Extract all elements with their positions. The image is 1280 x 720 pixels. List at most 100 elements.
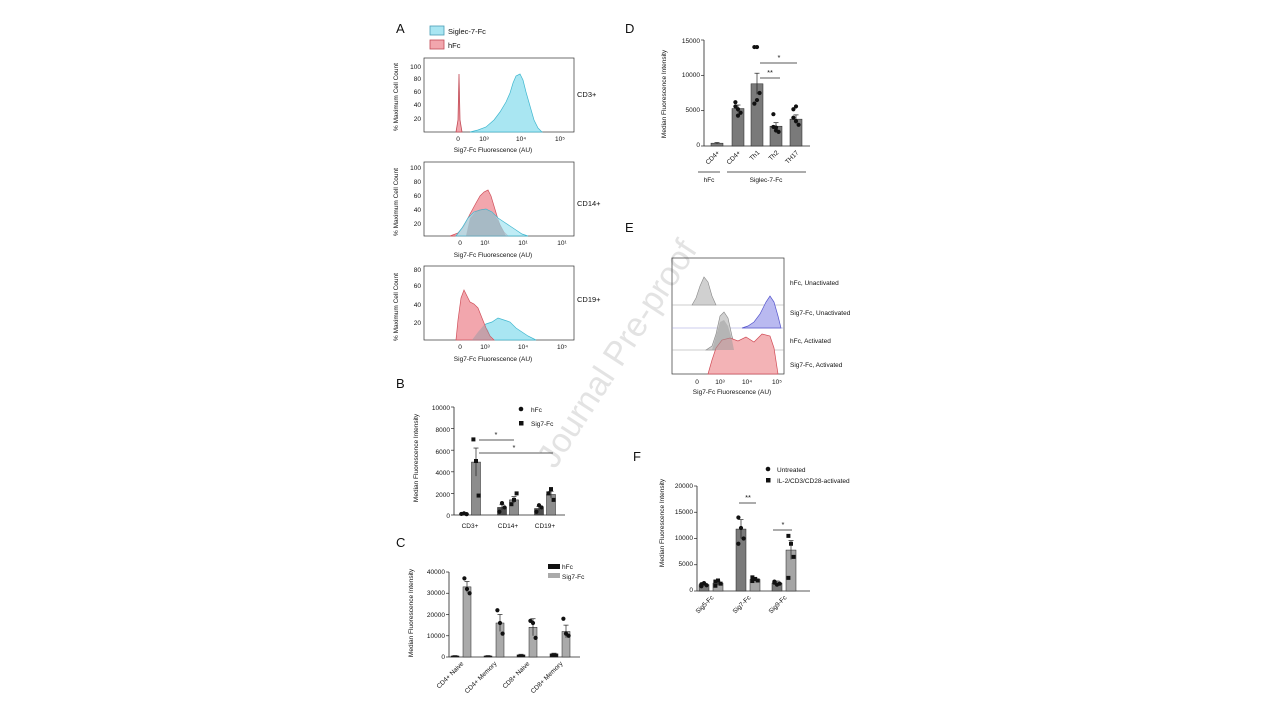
panel-b: B Median Fluorescence Intensity 10000 80… <box>396 376 554 520</box>
ytick: 5000 <box>686 107 701 114</box>
bar-2-point <box>754 97 760 103</box>
panel-f-yticks: 20000 15000 10000 5000 0 <box>675 483 693 594</box>
sig-star-1: * <box>495 430 498 439</box>
track-label-hfc-unactivated: hFc, Unactivated <box>790 280 839 287</box>
x-category-label: CD4+ <box>705 149 722 166</box>
histogram-cd19-xticks: 0 10³ 10⁴ 10⁵ <box>458 344 567 351</box>
bar-untreated-1-point <box>738 525 744 531</box>
xtick: 10⁵ <box>557 344 567 351</box>
bar-activated-2-point <box>791 554 796 559</box>
bar-2-point <box>757 90 762 96</box>
bar-sig7-0-point <box>467 591 472 596</box>
sig-star-1: ** <box>767 68 773 77</box>
x-category-label: CD4+ Naive <box>436 660 466 690</box>
bar-activated-1-point <box>750 579 755 584</box>
bar-sig7-0 <box>462 586 472 658</box>
legend-marker-sig7 <box>519 421 524 426</box>
bar-activated-1-point <box>753 576 757 581</box>
bar-sig7-0-point <box>476 493 481 498</box>
panel-f-label: F <box>633 449 641 464</box>
legend-siglec7-label: Siglec-7-Fc <box>448 27 486 36</box>
ytick: 20 <box>414 116 422 123</box>
bar-sig7-3-point <box>561 616 566 621</box>
legend-swatch-hfc <box>548 564 560 569</box>
ytick: 15000 <box>682 38 700 45</box>
ytick: 60 <box>414 193 422 200</box>
histogram-cd19: 80 60 40 20 0 10³ 10⁴ 10⁵ Sig7-Fc Fluore… <box>393 265 601 363</box>
bar-untreated-1-point <box>741 536 746 541</box>
bar-activated-0-point <box>713 579 718 584</box>
legend-marker-hfc <box>518 406 524 412</box>
group-label-siglec7: Siglec-7-Fc <box>750 177 784 184</box>
ytick: 40 <box>414 302 422 309</box>
bar-sig7-2-point <box>533 635 538 640</box>
bar-sig7-2-point <box>551 497 556 502</box>
sig-star-1: ** <box>745 493 751 502</box>
bar-activated-0-point <box>716 578 720 583</box>
histogram-cd14-xticks: 0 10¹ 10¹ 10¹ <box>458 240 567 247</box>
x-category-label: CD3+ <box>462 523 479 530</box>
bar-sig7-1-point <box>509 502 514 507</box>
bar-sig7-0-point <box>464 586 470 592</box>
histogram-cd3-xticks: 0 10³ 10⁴ 10⁵ <box>456 136 565 143</box>
panel-d-yticks: 15000 10000 5000 0 <box>682 38 700 149</box>
legend-activated-label: IL-2/CD3/CD28-activated <box>777 478 850 485</box>
xtick: 10³ <box>480 344 490 351</box>
panel-e: E hFc, Unactivated Sig7-Fc, Unactivated … <box>625 220 851 396</box>
bar-4-point <box>796 122 801 127</box>
track-label-sig7-activated: Sig7-Fc, Activated <box>790 362 843 369</box>
sig-star-2: * <box>782 520 785 529</box>
panel-f: F Median Fluorescence Intensity 20000 15… <box>633 449 850 594</box>
bar-sig7-0-point <box>462 576 467 581</box>
xtick: 0 <box>695 379 699 386</box>
histogram-cd14-yticks: 100 80 60 40 20 <box>410 165 421 228</box>
ytick: 0 <box>446 513 450 520</box>
bar-hfc-2-point <box>539 505 544 510</box>
histogram-cd3-ylabel: % Maximum Cell Count <box>393 63 400 131</box>
bar-4-point <box>793 119 799 124</box>
legend-swatch-sig7 <box>548 573 560 578</box>
ytick: 20 <box>414 221 422 228</box>
x-category-label: CD14+ <box>498 523 519 530</box>
xtick: 10⁴ <box>516 136 526 143</box>
track-label-hfc-activated: hFc, Activated <box>790 338 831 345</box>
ytick: 80 <box>414 179 422 186</box>
ytick: 0 <box>441 654 445 661</box>
ytick: 10000 <box>432 405 450 412</box>
bar-3-point <box>776 129 781 134</box>
histogram-cd19-ylabel: % Maximum Cell Count <box>393 273 400 341</box>
xtick: 10³ <box>479 136 489 143</box>
ytick: 80 <box>414 76 422 83</box>
legend-hfc-label: hFc <box>448 41 461 50</box>
ytick: 40 <box>414 207 422 214</box>
histogram-cd3-name: CD3+ <box>577 90 597 99</box>
xtick: 10⁵ <box>772 379 782 386</box>
panel-c: C Median Fluorescence Intensity 40000 30… <box>396 535 585 661</box>
x-category-label: CD8+ Memory <box>530 660 565 695</box>
histogram-cd14-name: CD14+ <box>577 199 601 208</box>
bar-activated-0-point <box>718 581 723 586</box>
ytick: 100 <box>410 64 421 71</box>
bar-hfc-0-point <box>464 512 469 517</box>
bar-4-point <box>793 104 799 109</box>
ytick: 15000 <box>675 509 693 516</box>
histogram-cd3-xlabel: Sig7-Fc Fluorescence (AU) <box>454 147 532 154</box>
ytick: 10000 <box>682 72 700 79</box>
panel-e-xlabel: Sig7-Fc Fluorescence (AU) <box>693 389 771 396</box>
x-category-label: Sig9-Fc <box>768 594 789 615</box>
bar-sig7-1-point <box>495 608 500 613</box>
bar-hfc-2-point <box>534 509 539 514</box>
ytick: 0 <box>689 587 693 594</box>
bar-1-point <box>738 110 743 115</box>
bar-untreated-2-point <box>772 580 777 585</box>
ytick: 2000 <box>436 492 451 499</box>
bar-untreated-0-point <box>699 582 704 587</box>
bar-sig7-2-point <box>546 491 551 496</box>
track-hfc-activated-overlap <box>712 320 734 350</box>
xtick: 10⁴ <box>742 379 752 386</box>
bar-3-point <box>773 125 779 130</box>
ytick: 20000 <box>675 483 693 490</box>
track-label-sig7-unactivated: Sig7-Fc, Unactivated <box>790 310 851 317</box>
panel-a-label: A <box>396 21 405 36</box>
panel-e-xticks: 0 10³ 10⁴ 10⁵ <box>695 379 782 386</box>
